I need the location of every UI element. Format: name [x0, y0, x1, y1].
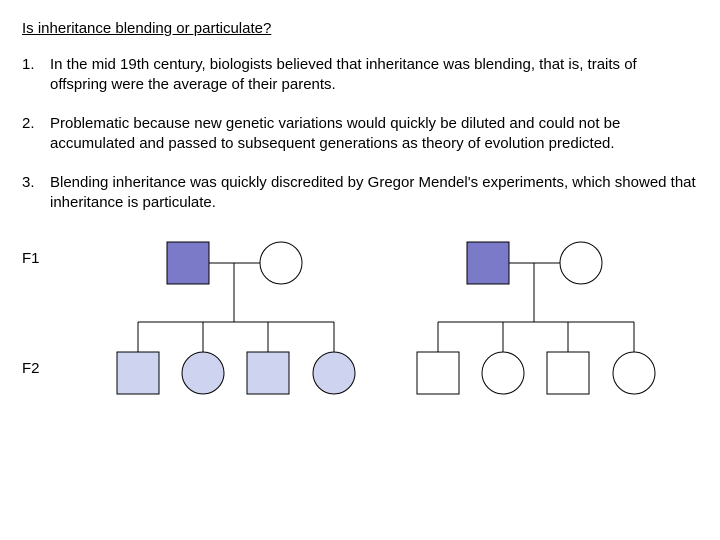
pedigree-diagrams: F1 F2 — [22, 232, 698, 432]
f2-label: F2 — [22, 360, 40, 377]
list-item: 2. Problematic because new genetic varia… — [22, 114, 698, 153]
item-number: 2. — [22, 114, 50, 153]
list-item: 3. Blending inheritance was quickly disc… — [22, 173, 698, 212]
item-text: In the mid 19th century, biologists beli… — [50, 55, 698, 94]
f1-label: F1 — [22, 250, 40, 267]
pedigree-svg — [22, 232, 702, 422]
page-title: Is inheritance blending or particulate? — [22, 20, 698, 37]
item-text: Blending inheritance was quickly discred… — [50, 173, 698, 212]
item-number: 3. — [22, 173, 50, 212]
numbered-list: 1. In the mid 19th century, biologists b… — [22, 55, 698, 212]
item-number: 1. — [22, 55, 50, 94]
item-text: Problematic because new genetic variatio… — [50, 114, 698, 153]
list-item: 1. In the mid 19th century, biologists b… — [22, 55, 698, 94]
